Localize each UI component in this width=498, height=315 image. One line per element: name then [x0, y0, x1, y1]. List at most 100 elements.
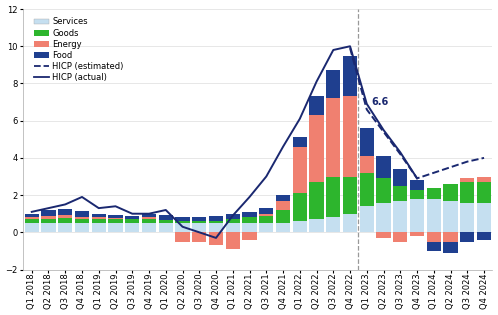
- Bar: [393, 201, 407, 232]
- Bar: [293, 193, 307, 221]
- Bar: [192, 223, 206, 232]
- Bar: [410, 232, 424, 236]
- Bar: [58, 215, 72, 218]
- Bar: [276, 195, 290, 201]
- Bar: [376, 178, 390, 203]
- Bar: [410, 199, 424, 232]
- Bar: [243, 232, 256, 240]
- Bar: [109, 219, 123, 223]
- Bar: [109, 223, 123, 232]
- Bar: [343, 96, 357, 176]
- Bar: [460, 178, 475, 182]
- Bar: [326, 98, 341, 176]
- Bar: [226, 214, 240, 219]
- Bar: [477, 232, 491, 240]
- Bar: [159, 223, 173, 232]
- Bar: [259, 208, 273, 214]
- Bar: [41, 223, 56, 232]
- Bar: [24, 219, 39, 223]
- Bar: [159, 220, 173, 223]
- Bar: [259, 214, 273, 215]
- Bar: [75, 216, 89, 219]
- Bar: [393, 169, 407, 186]
- Bar: [142, 217, 156, 219]
- Bar: [192, 221, 206, 223]
- Bar: [393, 232, 407, 242]
- Bar: [343, 214, 357, 232]
- Bar: [259, 223, 273, 232]
- Bar: [276, 223, 290, 232]
- Bar: [226, 232, 240, 249]
- Bar: [209, 223, 223, 232]
- Bar: [477, 176, 491, 182]
- Bar: [427, 242, 441, 251]
- Bar: [443, 184, 458, 201]
- Bar: [460, 232, 475, 242]
- Bar: [159, 215, 173, 220]
- Bar: [192, 232, 206, 242]
- Bar: [125, 223, 139, 232]
- Bar: [326, 176, 341, 217]
- Bar: [209, 215, 223, 221]
- Bar: [460, 182, 475, 203]
- Bar: [192, 217, 206, 221]
- Bar: [427, 188, 441, 199]
- Text: 6.6: 6.6: [372, 97, 389, 107]
- Bar: [259, 215, 273, 223]
- Bar: [410, 190, 424, 199]
- Bar: [92, 217, 106, 219]
- Bar: [58, 223, 72, 232]
- Bar: [24, 217, 39, 219]
- Bar: [326, 71, 341, 98]
- Bar: [477, 182, 491, 203]
- Bar: [125, 215, 139, 219]
- Bar: [477, 203, 491, 232]
- Bar: [443, 201, 458, 232]
- Bar: [75, 211, 89, 216]
- Bar: [460, 203, 475, 232]
- Bar: [326, 217, 341, 232]
- Bar: [309, 96, 324, 115]
- Bar: [410, 180, 424, 190]
- Bar: [75, 219, 89, 223]
- Bar: [41, 219, 56, 223]
- Bar: [360, 128, 374, 156]
- Bar: [276, 210, 290, 223]
- Bar: [142, 223, 156, 232]
- Bar: [243, 223, 256, 232]
- Bar: [24, 223, 39, 232]
- Bar: [360, 156, 374, 173]
- Bar: [443, 242, 458, 253]
- Bar: [175, 217, 190, 221]
- Bar: [209, 221, 223, 223]
- Bar: [293, 221, 307, 232]
- Legend: Services, Goods, Energy, Food, HICP (estimated), HICP (actual): Services, Goods, Energy, Food, HICP (est…: [32, 16, 125, 83]
- Bar: [443, 232, 458, 242]
- Bar: [427, 232, 441, 242]
- Bar: [293, 137, 307, 147]
- Bar: [125, 219, 139, 223]
- Bar: [226, 219, 240, 223]
- Bar: [376, 203, 390, 232]
- Bar: [109, 215, 123, 218]
- Bar: [209, 232, 223, 245]
- Bar: [427, 199, 441, 232]
- Bar: [226, 223, 240, 232]
- Bar: [92, 219, 106, 223]
- Bar: [142, 219, 156, 223]
- Bar: [175, 221, 190, 223]
- Bar: [360, 173, 374, 206]
- Bar: [243, 217, 256, 223]
- Bar: [393, 186, 407, 201]
- Bar: [58, 209, 72, 215]
- Bar: [41, 215, 56, 219]
- Bar: [293, 147, 307, 193]
- Bar: [175, 223, 190, 232]
- Bar: [309, 115, 324, 182]
- Bar: [175, 232, 190, 242]
- Bar: [142, 214, 156, 217]
- Bar: [58, 218, 72, 223]
- Bar: [92, 223, 106, 232]
- Bar: [343, 55, 357, 96]
- Bar: [360, 206, 374, 232]
